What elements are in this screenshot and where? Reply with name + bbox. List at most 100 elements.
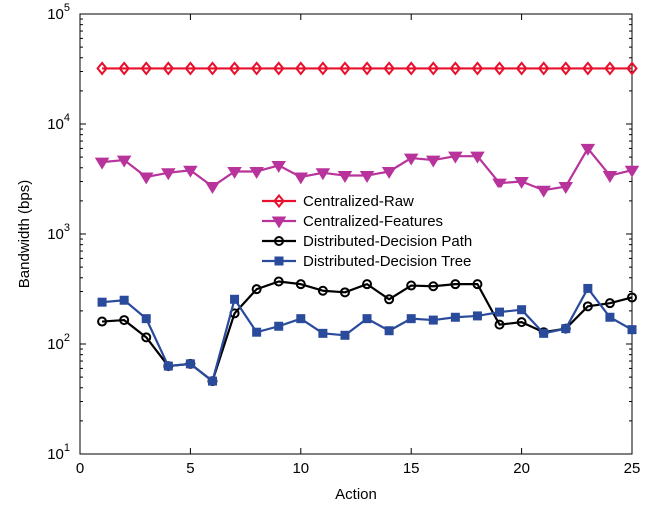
data-point <box>539 328 549 338</box>
data-point <box>163 361 173 371</box>
data-point <box>250 61 263 76</box>
data-point <box>604 298 615 309</box>
series-2 <box>94 143 640 198</box>
data-point <box>449 61 462 76</box>
data-point <box>627 292 637 303</box>
data-point <box>361 61 373 76</box>
data-point <box>450 312 460 322</box>
data-point <box>405 61 417 76</box>
data-point <box>425 155 441 168</box>
x-axis-ticks: 0 5 10 15 20 25 <box>76 14 641 477</box>
data-point <box>251 284 262 295</box>
data-point <box>162 61 175 76</box>
y-axis-title: Bandwidth (bps) <box>16 180 33 288</box>
y-tick-label: 103 <box>47 222 70 243</box>
y-tick-label: 104 <box>47 112 70 133</box>
data-point <box>184 61 197 76</box>
data-point <box>339 287 350 298</box>
data-point <box>206 61 219 76</box>
data-point <box>472 279 483 290</box>
legend-swatch-marker <box>271 216 287 229</box>
data-point <box>384 294 395 305</box>
data-point <box>339 61 351 76</box>
data-point <box>362 314 372 324</box>
data-point <box>141 332 152 343</box>
y-axis-ticks: 101 102 103 104 105 <box>47 2 632 463</box>
data-point <box>273 276 284 287</box>
y-tick-label: 102 <box>47 332 70 353</box>
data-point <box>317 285 328 296</box>
data-point <box>427 61 440 76</box>
y-tick-label: 101 <box>47 442 70 463</box>
data-point <box>428 315 438 325</box>
data-point <box>116 155 132 168</box>
data-point <box>580 143 596 156</box>
x-axis-title: Action <box>335 486 377 503</box>
data-point <box>252 327 262 337</box>
x-tick-label: 20 <box>513 460 530 477</box>
data-point <box>559 61 572 76</box>
x-tick-label: 10 <box>292 460 309 477</box>
legend-swatch-marker <box>274 256 284 266</box>
data-point <box>228 61 241 76</box>
data-point <box>492 178 507 191</box>
data-point <box>624 165 640 178</box>
data-point <box>318 328 328 338</box>
data-point <box>450 279 461 290</box>
data-point <box>470 151 485 164</box>
data-point <box>296 314 306 324</box>
data-point <box>362 279 373 290</box>
data-point <box>626 61 638 76</box>
data-point <box>271 160 287 173</box>
data-point <box>558 182 574 194</box>
data-point <box>274 321 284 331</box>
data-point <box>96 61 108 76</box>
data-point <box>161 168 176 181</box>
legend-box <box>255 187 515 277</box>
data-point <box>293 172 309 185</box>
data-point <box>536 185 551 198</box>
x-tick-label: 0 <box>76 460 84 477</box>
data-point <box>406 280 417 291</box>
data-point <box>428 281 439 292</box>
data-point <box>472 311 482 321</box>
data-point <box>583 283 593 293</box>
data-point <box>403 153 419 166</box>
data-point <box>448 151 463 164</box>
data-point <box>471 61 484 76</box>
x-tick-label: 15 <box>403 460 420 477</box>
data-point <box>495 307 505 317</box>
legend-swatch-marker <box>273 193 285 209</box>
data-point <box>359 171 375 183</box>
data-point <box>317 61 329 76</box>
data-point <box>582 301 593 312</box>
data-point <box>627 325 637 335</box>
legend-label: Distributed-Decision Tree <box>303 253 471 270</box>
legend-label: Centralized-Raw <box>303 193 414 210</box>
y-tick-label: 105 <box>47 2 70 23</box>
data-point <box>384 326 394 336</box>
data-point <box>207 376 217 386</box>
data-point <box>230 294 240 304</box>
data-point <box>249 166 264 179</box>
x-tick-label: 5 <box>186 460 194 477</box>
data-point <box>97 316 108 327</box>
data-point <box>605 312 615 322</box>
x-tick-label: 25 <box>624 460 641 477</box>
data-point <box>295 279 306 290</box>
data-point <box>315 168 331 181</box>
data-point <box>94 157 110 170</box>
data-point <box>119 315 130 326</box>
data-point <box>337 171 353 183</box>
data-point <box>185 359 195 369</box>
data-point <box>494 319 505 330</box>
data-point <box>141 314 151 324</box>
data-point <box>138 172 154 185</box>
data-point <box>602 171 618 183</box>
data-point <box>604 61 616 76</box>
data-point <box>118 61 130 76</box>
legend-label: Centralized-Features <box>303 213 443 230</box>
data-point <box>561 324 571 334</box>
data-point <box>340 330 350 340</box>
